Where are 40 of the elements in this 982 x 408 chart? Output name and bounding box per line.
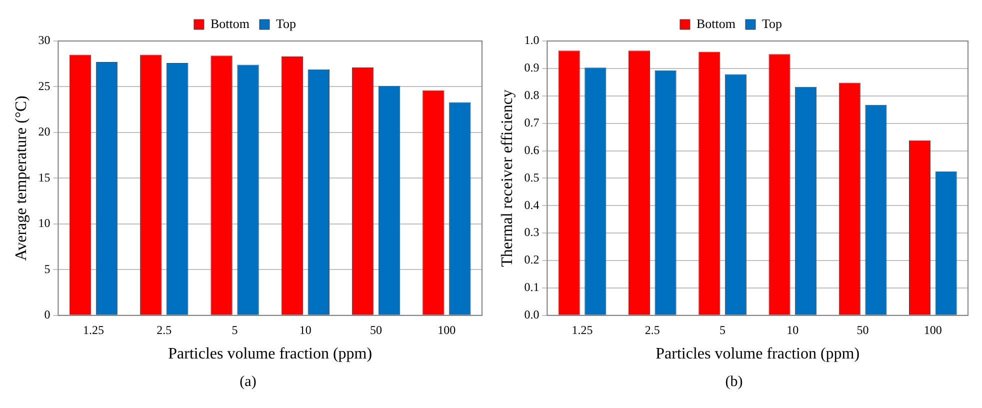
y-tick-label: 0.8 <box>524 88 540 102</box>
x-axis-title: Particles volume fraction (ppm) <box>656 346 860 363</box>
y-tick-label: 0.5 <box>524 170 540 184</box>
y-tick-label: 15 <box>38 170 50 184</box>
y-tick-label: 5 <box>44 262 50 276</box>
y-tick-label: 0.3 <box>524 225 540 240</box>
x-tick-label: 100 <box>924 322 942 337</box>
y-tick-label: 0 <box>44 308 50 322</box>
text: (b) <box>725 374 743 391</box>
x-tick-label: 10 <box>299 322 312 337</box>
y-axis-title: Thermal receiver efficiency <box>498 90 516 267</box>
x-tick-label: 2.5 <box>644 322 660 337</box>
x-tick-label: 50 <box>370 322 382 337</box>
y-tick-label: 0.2 <box>524 252 540 267</box>
y-tick-label: 1.0 <box>524 33 540 48</box>
x-tick-label: 50 <box>856 322 869 337</box>
y-tick-label: 10 <box>38 216 50 230</box>
y-tick-label: 0.7 <box>524 115 540 130</box>
legend-label: Bottom <box>696 16 736 31</box>
x-tick-label: 100 <box>438 322 456 337</box>
x-tick-label: 2.5 <box>156 322 172 337</box>
y-tick-label: 30 <box>38 33 50 48</box>
y-tick-label: 0.4 <box>524 198 540 212</box>
y-tick-label: 0.6 <box>524 142 540 157</box>
x-tick-label: 1.25 <box>572 322 593 337</box>
x-tick-label: 5 <box>720 322 726 337</box>
x-tick-label: 1.25 <box>83 322 104 337</box>
x-axis-title: Particles volume fraction (ppm) <box>168 346 372 363</box>
legend-label: Bottom <box>210 16 250 31</box>
y-tick-label: 20 <box>38 124 50 139</box>
legend-label: Top <box>762 16 782 31</box>
y-tick-label: 0.9 <box>524 60 540 75</box>
y-tick-label: 0.1 <box>524 280 540 294</box>
x-tick-label: 5 <box>232 322 238 337</box>
y-tick-label: 25 <box>38 78 50 93</box>
x-tick-label: 10 <box>786 322 799 337</box>
y-tick-label: 0.0 <box>524 308 540 322</box>
y-axis-title: Average temperature (°C) <box>12 96 30 261</box>
text: (a) <box>240 374 256 391</box>
legend-label: Top <box>276 16 296 31</box>
